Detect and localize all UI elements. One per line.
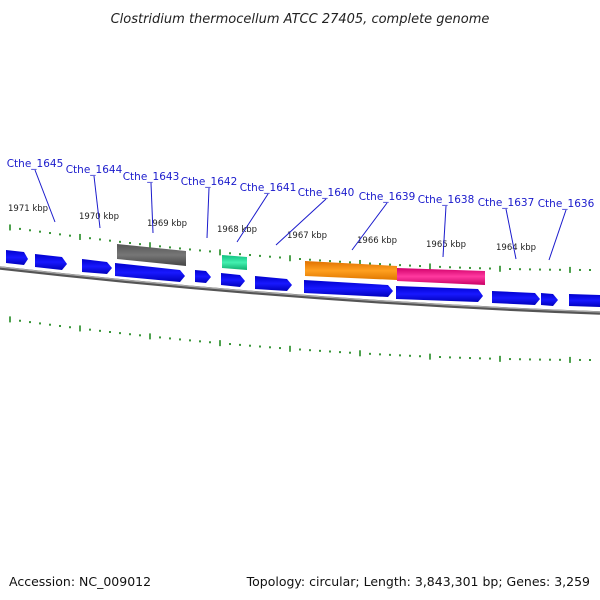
- leader-line: [275, 198, 327, 246]
- gene-label-cthe-1640[interactable]: Cthe_1640: [298, 187, 355, 199]
- leader-line: [505, 208, 517, 260]
- kbp-label: 1969 kbp: [147, 219, 187, 229]
- gene-label-cthe-1641[interactable]: Cthe_1641: [240, 182, 297, 194]
- feature-orange[interactable]: [305, 261, 397, 280]
- gene-label-cthe-1637[interactable]: Cthe_1637: [478, 197, 535, 209]
- cds-arrow[interactable]: [304, 280, 393, 297]
- kbp-label: 1971 kbp: [8, 204, 48, 214]
- gene-label-cthe-1643[interactable]: Cthe_1643: [123, 171, 180, 183]
- cds-arrow[interactable]: [35, 254, 67, 270]
- cds-arrow[interactable]: [82, 259, 112, 274]
- cds-arrow[interactable]: [255, 276, 292, 291]
- cds-row-lower: [304, 280, 600, 307]
- gene-label-cthe-1638[interactable]: Cthe_1638: [418, 194, 475, 206]
- cds-arrow[interactable]: [6, 250, 28, 265]
- kbp-label: 1965 kbp: [426, 240, 466, 250]
- kbp-label: 1968 kbp: [217, 225, 257, 235]
- upper-tick-marks: [9, 224, 591, 273]
- cds-arrow[interactable]: [541, 293, 558, 306]
- leader-line: [206, 187, 210, 239]
- feature-teal[interactable]: [222, 255, 247, 270]
- kbp-scale: 1971 kbp 1970 kbp 1969 kbp 1968 kbp 1967…: [8, 204, 536, 253]
- gene-labels: Cthe_1645 Cthe_1644 Cthe_1643 Cthe_1642 …: [7, 158, 595, 210]
- genome-summary: Topology: circular; Length: 3,843,301 bp…: [246, 574, 590, 589]
- gene-label-cthe-1645[interactable]: Cthe_1645: [7, 158, 64, 170]
- feature-row-upper: [117, 244, 485, 285]
- label-leaders: [34, 169, 567, 261]
- cds-arrow[interactable]: [396, 286, 483, 302]
- gene-label-cthe-1639[interactable]: Cthe_1639: [359, 191, 416, 203]
- cds-arrow[interactable]: [195, 270, 211, 283]
- leader-line: [93, 175, 101, 229]
- cds-arrow[interactable]: [569, 294, 600, 307]
- kbp-label: 1966 kbp: [357, 236, 397, 246]
- accession-text: Accession: NC_009012: [9, 574, 152, 589]
- cds-arrow[interactable]: [115, 263, 185, 282]
- leader-line: [34, 169, 56, 223]
- cds-arrow[interactable]: [221, 273, 245, 287]
- cds-row-upper: [6, 250, 292, 291]
- leader-line: [351, 202, 388, 251]
- leader-line: [236, 193, 269, 243]
- kbp-label: 1967 kbp: [287, 231, 327, 241]
- leader-line: [150, 182, 154, 234]
- leader-line: [442, 205, 447, 258]
- map-title: Clostridium thermocellum ATCC 27405, com…: [111, 12, 490, 27]
- genome-backbone-highlight: [0, 266, 600, 313]
- leader-line: [548, 209, 567, 261]
- feature-magenta[interactable]: [397, 268, 485, 285]
- gene-label-cthe-1636[interactable]: Cthe_1636: [538, 198, 595, 210]
- genome-backbone: [0, 266, 600, 315]
- kbp-label: 1964 kbp: [496, 243, 536, 253]
- gene-label-cthe-1644[interactable]: Cthe_1644: [66, 164, 123, 176]
- gene-label-cthe-1642[interactable]: Cthe_1642: [181, 176, 238, 188]
- feature-gray[interactable]: [117, 244, 186, 266]
- lower-tick-marks: [9, 316, 591, 363]
- cds-arrow[interactable]: [492, 291, 540, 305]
